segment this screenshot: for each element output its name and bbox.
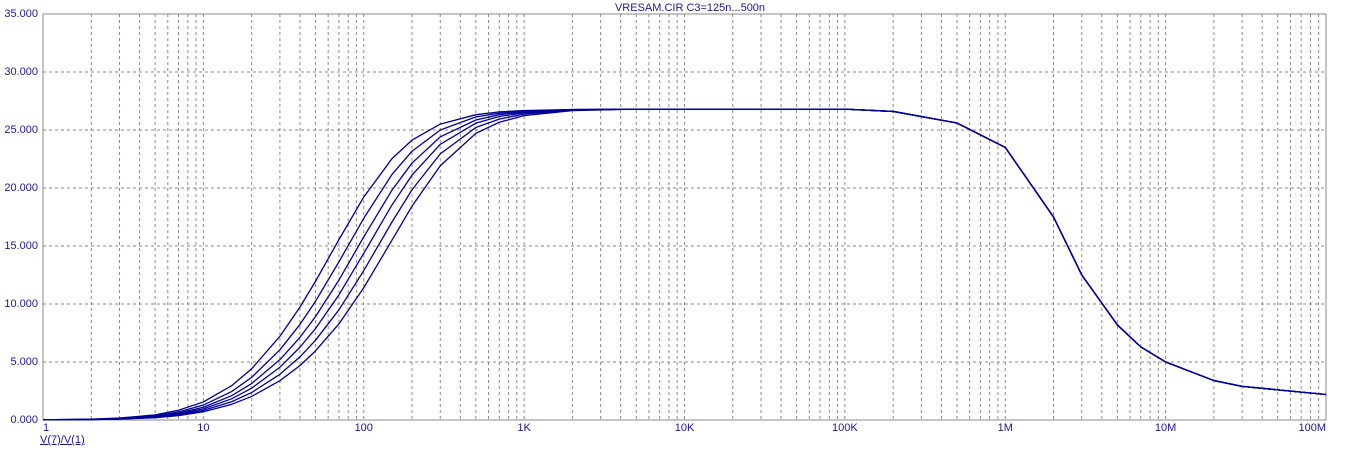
x-tick-label: 10 bbox=[197, 422, 209, 434]
y-tick-label: 10.000 bbox=[4, 298, 38, 310]
chart-title: VRESAM.CIR C3=125n...500n bbox=[615, 2, 765, 14]
y-tick-label: 15.000 bbox=[4, 240, 38, 252]
y-tick-label: 30.000 bbox=[4, 66, 38, 78]
x-tick-label: 1 bbox=[43, 422, 49, 434]
y-tick-label: 5.000 bbox=[10, 356, 38, 368]
y-tick-label: 35.000 bbox=[4, 8, 38, 20]
x-tick-label: 1K bbox=[517, 422, 531, 434]
x-tick-label: 1M bbox=[998, 422, 1013, 434]
x-tick-label: 10K bbox=[675, 422, 695, 434]
x-tick-label: 100M bbox=[1298, 422, 1326, 434]
y-tick-label: 0.000 bbox=[10, 414, 38, 426]
y-tick-label: 20.000 bbox=[4, 182, 38, 194]
x-tick-label: 100 bbox=[355, 422, 373, 434]
x-tick-label: 100K bbox=[832, 422, 858, 434]
y-axis-label: V(7)/V(1) bbox=[40, 434, 85, 446]
plot-frame bbox=[42, 13, 1327, 421]
y-tick-label: 25.000 bbox=[4, 124, 38, 136]
series-line bbox=[42, 108, 1327, 421]
x-tick-label: 10M bbox=[1155, 422, 1176, 434]
